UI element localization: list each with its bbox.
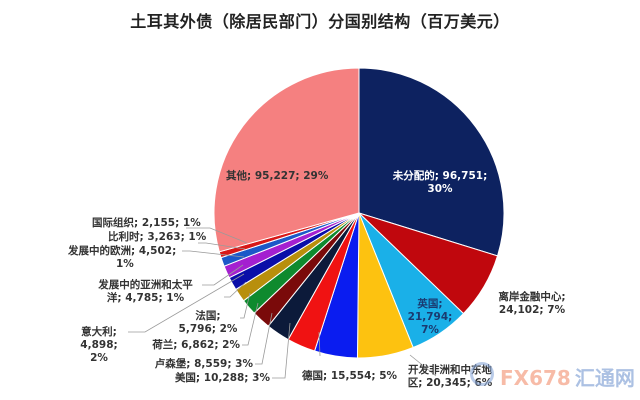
label-text: 法国; (195, 310, 221, 322)
label-text: 离岸金融中心; (498, 291, 566, 303)
watermark: FX678 汇通网 (500, 362, 635, 391)
label-unallocated: 未分配的; 96,751; 30% (380, 170, 500, 196)
label-germany: 德国; 15,554; 5% (302, 370, 397, 383)
label-text: 未分配的; 96,751; (392, 170, 488, 182)
pie-slice (213, 67, 360, 253)
label-dev-asia: 发展中的亚洲和太平 洋; 4,785; 1% (88, 279, 203, 305)
label-text: 英国; (417, 298, 443, 310)
label-other: 其他; 95,227; 29% (226, 170, 328, 183)
label-text: 卢森堡; 8,559; 3% (154, 358, 253, 370)
label-text: 发展中的亚洲和太平 (98, 279, 193, 291)
label-text: 30% (427, 183, 453, 195)
label-text: 1% (116, 258, 134, 270)
label-text: 荷兰; 6,862; 2% (152, 339, 240, 351)
watermark-brand: FX678 (500, 366, 571, 390)
label-netherlands: 荷兰; 6,862; 2% (150, 339, 240, 352)
label-offshore: 离岸金融中心; 24,102; 7% (487, 291, 577, 317)
watermark-site: 汇通网 (574, 366, 635, 390)
label-text: 比利时; 3,263; 1% (108, 231, 207, 243)
label-usa: 美国; 10,288; 3% (170, 372, 270, 385)
label-text: 21,794; (407, 311, 453, 323)
label-uk: 英国; 21,794; 7% (406, 298, 454, 337)
pie-slices (213, 67, 505, 359)
leader-lines (128, 227, 437, 379)
label-text: 其他; 95,227; 29% (226, 170, 329, 182)
label-belgium: 比利时; 3,263; 1% (108, 231, 206, 244)
label-italy: 意大利; 4,898; 2% (70, 326, 128, 365)
label-text: 意大利; (81, 326, 117, 338)
label-text: 4,898; (80, 339, 118, 351)
label-text: 美国; 10,288; 3% (174, 372, 270, 384)
label-text: 7% (421, 324, 439, 336)
pie-slice (358, 67, 505, 257)
label-text: 德国; 15,554; 5% (302, 370, 398, 382)
label-text: 24,102; 7% (498, 304, 566, 316)
label-text: 5,796; 2% (178, 323, 238, 335)
watermark-logo-icon (470, 362, 494, 386)
label-text: 发展中的欧洲; 4,502; (68, 245, 177, 257)
label-france: 法国; 5,796; 2% (178, 310, 238, 336)
chart-title: 土耳其外债（除居民部门）分国别结构（百万美元） (130, 12, 510, 31)
label-text: 2% (90, 352, 108, 364)
label-dev-europe: 发展中的欧洲; 4,502; 1% (68, 245, 176, 271)
label-text: 洋; 4,785; 1% (106, 292, 185, 304)
label-luxembourg: 卢森堡; 8,559; 3% (150, 358, 253, 371)
label-intl-org: 国际组织; 2,155; 1% (92, 217, 201, 230)
label-text: 国际组织; 2,155; 1% (92, 217, 201, 229)
